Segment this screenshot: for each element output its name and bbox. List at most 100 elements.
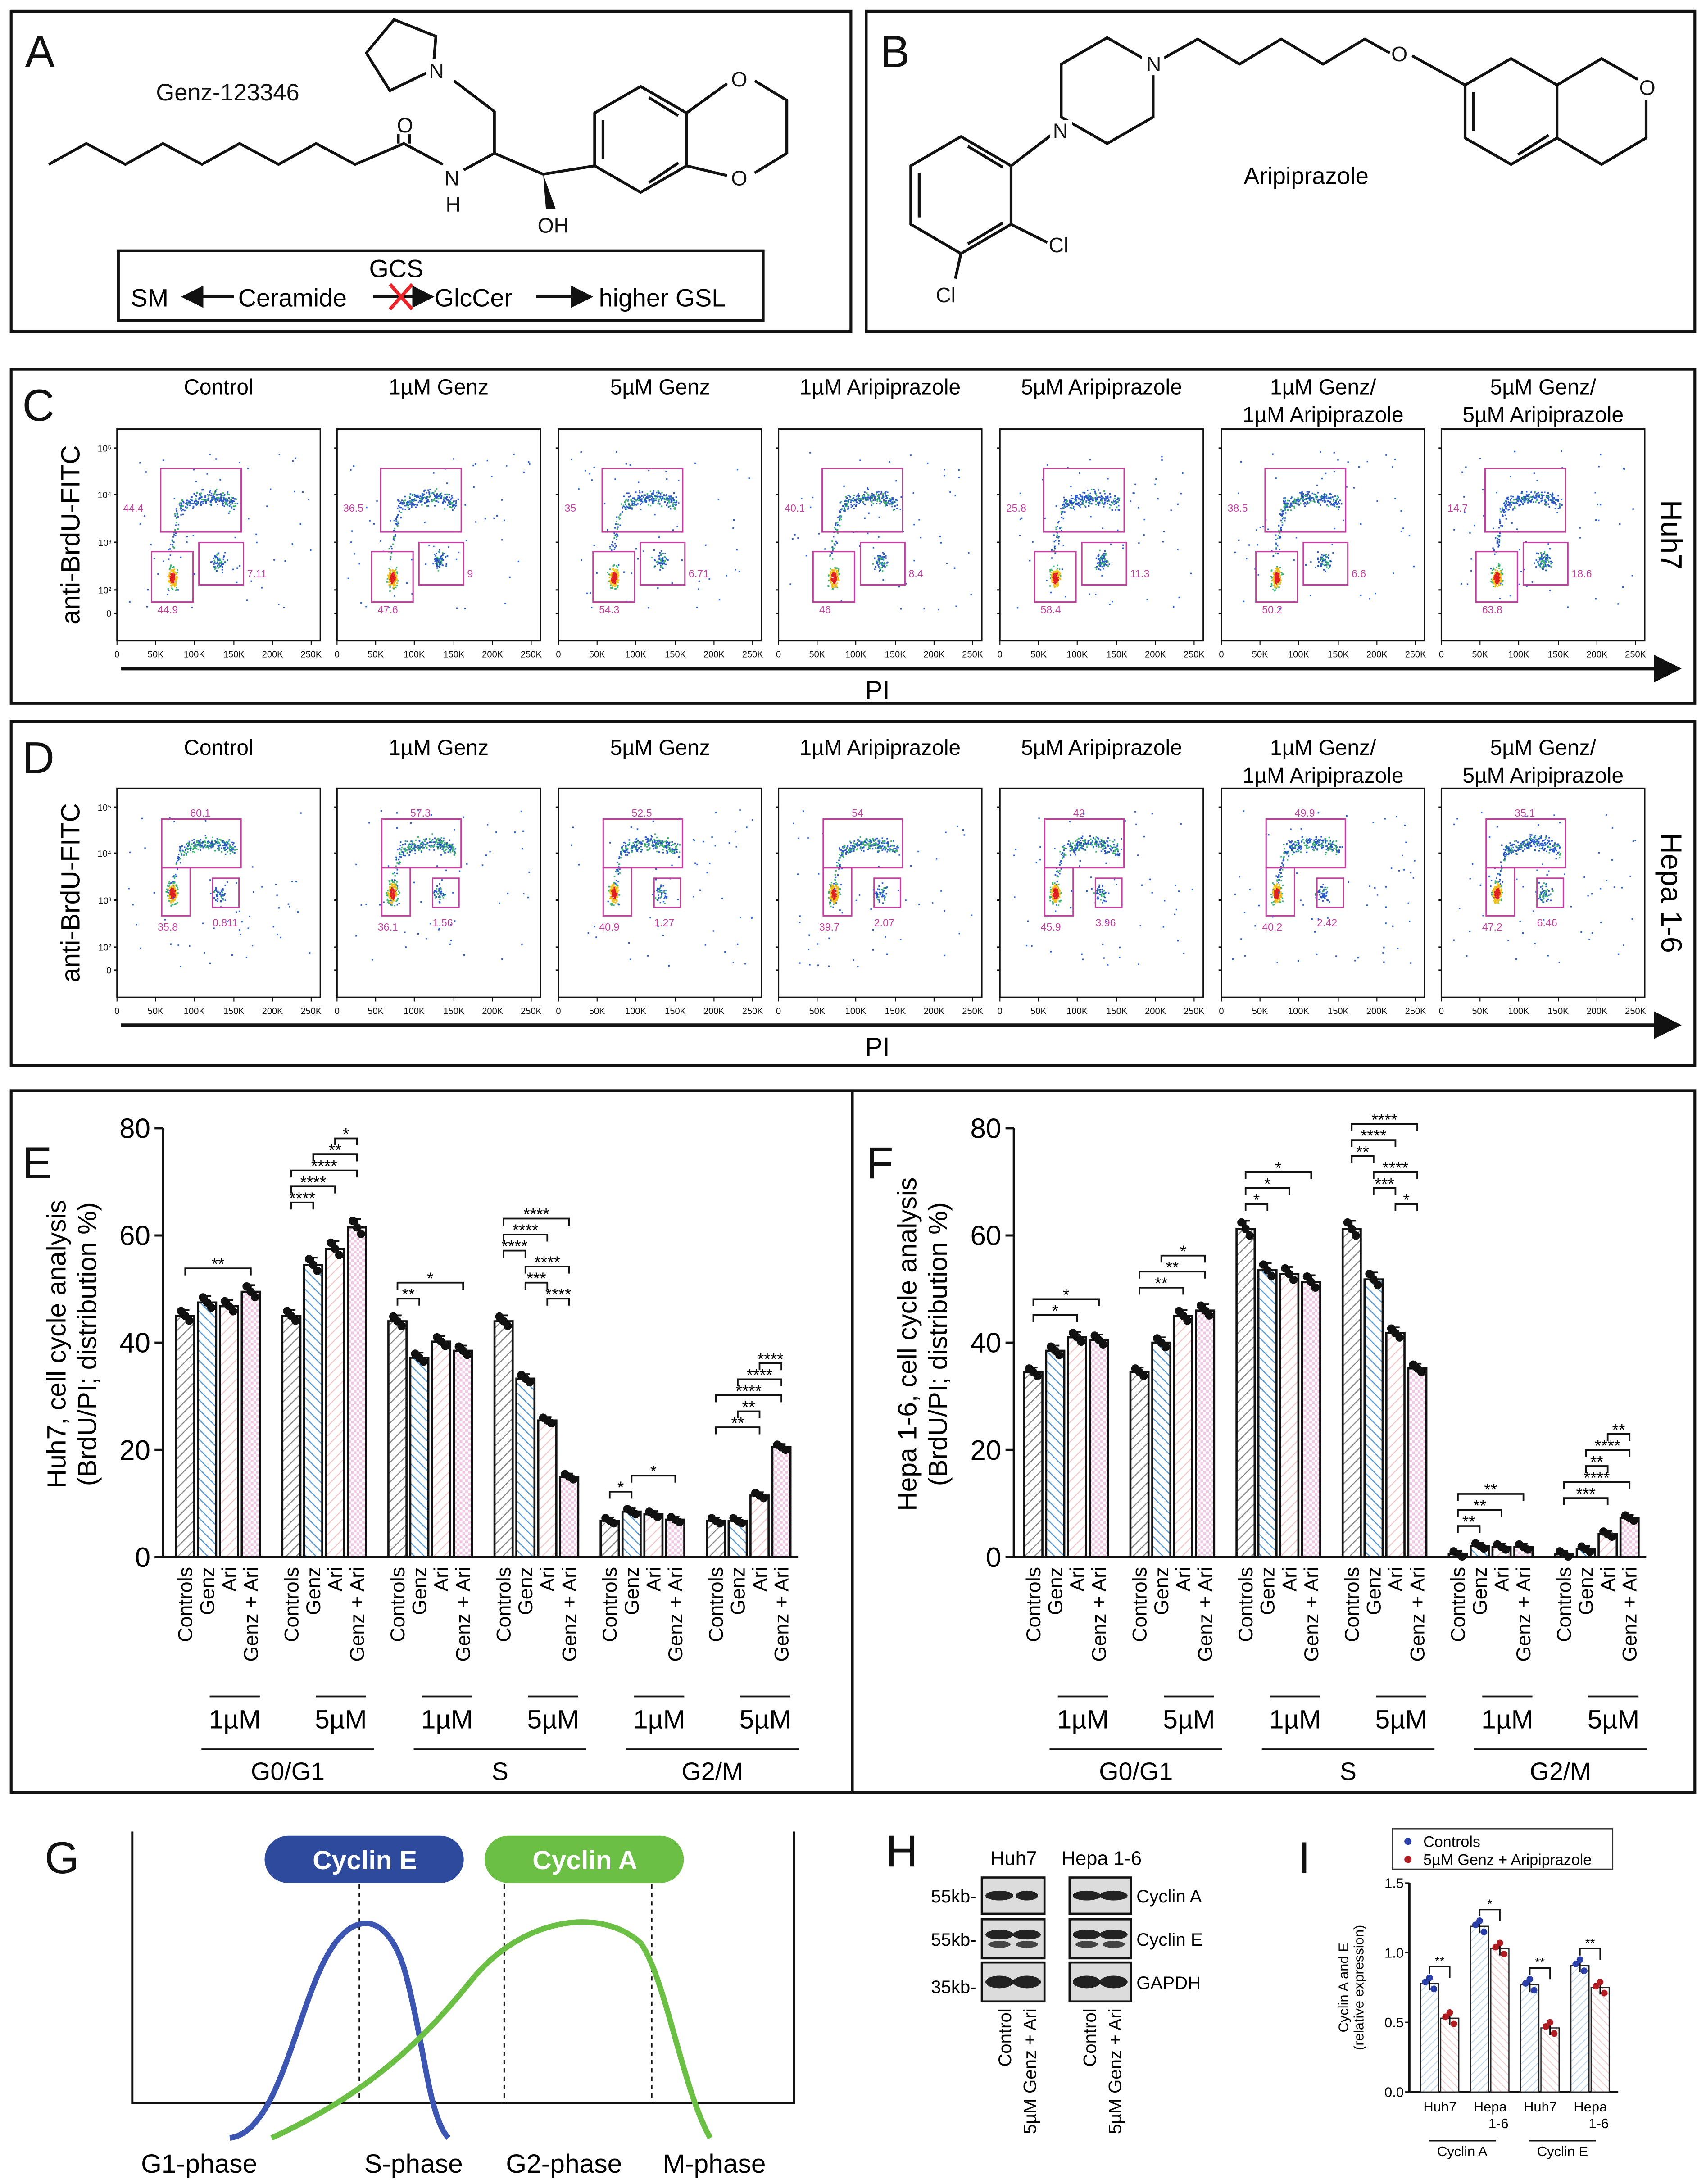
event-dot (1275, 575, 1276, 577)
event-dot (616, 516, 618, 518)
event-dot (1053, 546, 1056, 548)
event-dot (400, 511, 402, 513)
event-dot (209, 494, 210, 496)
event-dot (1329, 566, 1330, 568)
event-dot (473, 486, 475, 488)
event-dot (182, 505, 184, 507)
gate-g2-phase (859, 541, 906, 586)
event-dot (433, 494, 435, 495)
cell-line-label: Huh7 (1655, 500, 1688, 570)
event-dot (431, 839, 434, 841)
event-dot (1099, 492, 1101, 494)
event-dot (1535, 559, 1537, 561)
event-dot (248, 518, 250, 520)
event-dot (1277, 568, 1280, 570)
event-dot (834, 527, 835, 529)
event-dot (1496, 572, 1498, 574)
event-dot (663, 561, 665, 563)
event-dot (181, 499, 183, 501)
event-dot (892, 501, 894, 503)
gate-g1-phase (1475, 551, 1518, 603)
event-dot (892, 502, 894, 504)
event-dot (890, 503, 893, 505)
event-dot (394, 580, 396, 582)
event-dot (834, 544, 836, 546)
event-dot (616, 451, 617, 453)
event-dot (867, 499, 869, 501)
event-dot (188, 848, 190, 849)
event-dot (418, 846, 420, 849)
event-dot (1540, 556, 1542, 558)
event-dot (1502, 510, 1504, 512)
event-dot (1353, 487, 1355, 489)
event-dot (428, 500, 430, 503)
event-dot (1515, 498, 1517, 500)
event-dot (857, 494, 859, 496)
event-dot (172, 580, 173, 581)
event-dot (676, 500, 678, 502)
event-dot (630, 495, 631, 497)
event-dot (1504, 514, 1506, 516)
event-dot (660, 495, 662, 498)
event-dot (1516, 500, 1518, 502)
event-dot (1103, 564, 1104, 566)
event-dot (658, 499, 660, 501)
event-dot (1497, 543, 1500, 545)
event-dot (397, 849, 399, 851)
event-dot (218, 849, 220, 851)
event-dot (1543, 495, 1545, 496)
event-dot (625, 500, 626, 502)
event-dot (226, 504, 228, 505)
event-dot (399, 861, 400, 863)
event-dot (1112, 503, 1114, 504)
event-dot (866, 496, 868, 499)
event-dot (923, 608, 925, 610)
event-dot (389, 574, 390, 576)
event-dot (1505, 506, 1507, 508)
event-dot (225, 844, 227, 845)
event-dot (426, 843, 428, 845)
event-dot (218, 552, 220, 554)
event-dot (871, 504, 873, 506)
event-dot (913, 523, 915, 526)
event-dot (177, 902, 178, 904)
event-dot (412, 841, 413, 843)
event-dot (1498, 573, 1500, 575)
event-dot (175, 863, 177, 865)
event-dot (853, 497, 855, 499)
event-dot (219, 558, 221, 560)
event-dot (886, 562, 888, 564)
plot-frame (1440, 428, 1646, 642)
event-dot (1463, 496, 1465, 498)
event-dot (181, 503, 182, 504)
event-dot (666, 478, 668, 480)
event-dot (1499, 522, 1501, 524)
event-dot (226, 849, 228, 850)
event-dot (191, 503, 192, 504)
event-dot (623, 571, 625, 573)
event-dot (174, 903, 177, 905)
event-dot (169, 887, 171, 889)
event-dot (223, 505, 225, 507)
event-dot (176, 890, 177, 891)
event-dot (1494, 569, 1497, 571)
event-dot (436, 488, 437, 490)
event-dot (276, 894, 278, 896)
event-dot (224, 899, 227, 901)
event-dot (831, 586, 833, 588)
event-dot (1328, 562, 1329, 564)
event-dot (422, 497, 424, 499)
event-dot (591, 607, 593, 608)
event-dot (1105, 496, 1107, 498)
event-dot (496, 515, 498, 517)
event-dot (1518, 504, 1520, 507)
event-dot (1094, 490, 1096, 493)
event-dot (1282, 573, 1284, 575)
event-dot (622, 507, 624, 509)
event-dot (217, 567, 219, 569)
event-dot (624, 501, 626, 503)
event-dot (858, 503, 860, 504)
event-dot (391, 580, 393, 582)
event-dot (614, 577, 616, 578)
event-dot (1336, 495, 1338, 497)
